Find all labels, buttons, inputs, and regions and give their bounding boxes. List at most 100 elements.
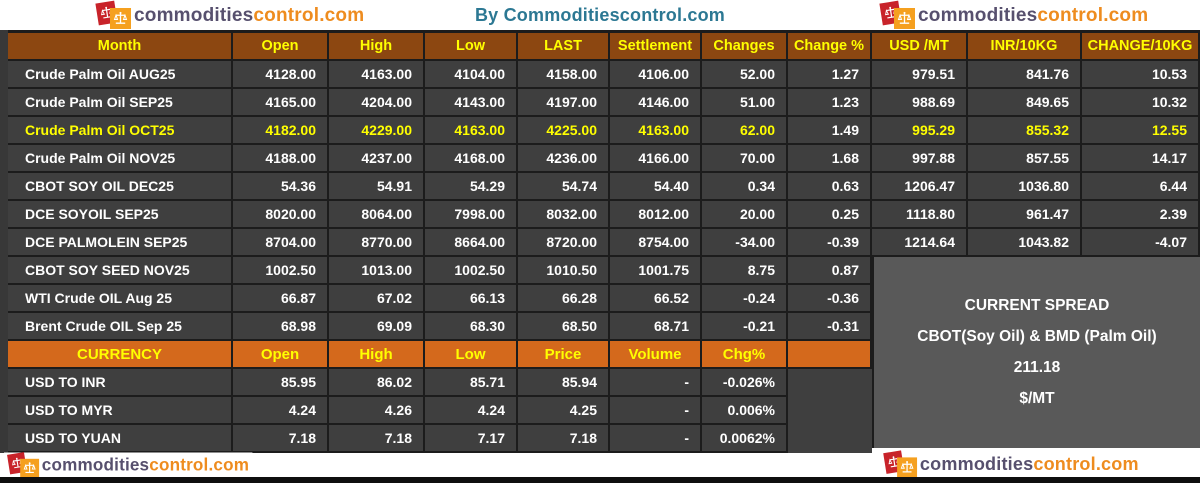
- spread-unit: $/MT: [1019, 390, 1055, 407]
- value-cell: 20.00: [702, 201, 788, 229]
- currency-pair-cell: USD TO YUAN: [8, 425, 233, 453]
- commoditiescontrol-logo-bottom-left[interactable]: commoditiescontrol.com: [4, 452, 253, 480]
- value-cell: 51.00: [702, 89, 788, 117]
- value-cell: 4163.00: [425, 117, 518, 145]
- table-row: DCE SOYOIL SEP25 8020.00 8064.00 7998.00 803…: [8, 201, 1200, 229]
- value-cell: 10.53: [1082, 61, 1200, 89]
- value-cell: 4146.00: [610, 89, 702, 117]
- value-cell: 8064.00: [329, 201, 425, 229]
- month-cell: CBOT SOY SEED NOV25: [8, 257, 233, 285]
- value-cell: 54.29: [425, 173, 518, 201]
- value-cell: 1002.50: [233, 257, 329, 285]
- value-cell: 52.00: [702, 61, 788, 89]
- table-row: Crude Palm Oil OCT25 4182.00 4229.00 4163.0…: [8, 117, 1200, 145]
- value-cell: 8012.00: [610, 201, 702, 229]
- currency-value-cell: 7.18: [233, 425, 329, 453]
- value-cell: 4166.00: [610, 145, 702, 173]
- value-cell: 4128.00: [233, 61, 329, 89]
- futures-header-row: Month Open High Low LAST Settlement Changes Cha…: [8, 33, 1200, 61]
- currency-value-cell: 0.0062%: [702, 425, 788, 453]
- currency-value-cell: 4.24: [233, 397, 329, 425]
- header-cell: CHANGE/10KG: [1082, 33, 1200, 61]
- commoditiescontrol-logo-top-right[interactable]: commoditiescontrol.com: [876, 0, 1153, 31]
- logo-text: commoditiescontrol.com: [919, 454, 1139, 475]
- value-cell: -0.39: [788, 229, 872, 257]
- value-cell: 54.40: [610, 173, 702, 201]
- currency-row: USD TO MYR 4.24 4.26 4.24 4.25-0.006%: [8, 397, 1200, 425]
- value-cell: 995.29: [872, 117, 968, 145]
- value-cell: 0.25: [788, 201, 872, 229]
- value-cell: 8032.00: [518, 201, 610, 229]
- value-cell: 4168.00: [425, 145, 518, 173]
- value-cell: -0.24: [702, 285, 788, 313]
- currency-value-cell: 4.26: [329, 397, 425, 425]
- value-cell: 54.36: [233, 173, 329, 201]
- header-cell: Month: [8, 33, 233, 61]
- value-cell: 4104.00: [425, 61, 518, 89]
- currency-value-cell: -0.026%: [702, 369, 788, 397]
- currency-header-cell: Low: [425, 341, 518, 369]
- value-cell: 961.47: [968, 201, 1082, 229]
- value-cell: 4143.00: [425, 89, 518, 117]
- value-cell: 8.75: [702, 257, 788, 285]
- currency-header-cell: Price: [518, 341, 610, 369]
- table-row: CBOT SOY OIL DEC25 54.36 54.91 54.29 54.74 54…: [8, 173, 1200, 201]
- value-cell: 8770.00: [329, 229, 425, 257]
- value-cell: 14.17: [1082, 145, 1200, 173]
- header-cell: Change %: [788, 33, 872, 61]
- currency-value-cell: 4.25: [518, 397, 610, 425]
- month-cell: WTI Crude OIL Aug 25: [8, 285, 233, 313]
- value-cell: 69.09: [329, 313, 425, 341]
- currency-value-cell: 4.24: [425, 397, 518, 425]
- balance-scale-icon: [879, 0, 917, 30]
- filler-cell: [788, 397, 872, 425]
- commoditiescontrol-logo-bottom-right[interactable]: commoditiescontrol.com: [880, 450, 1143, 480]
- value-cell: 1002.50: [425, 257, 518, 285]
- value-cell: 4197.00: [518, 89, 610, 117]
- currency-value-cell: 7.18: [518, 425, 610, 453]
- value-cell: 1.23: [788, 89, 872, 117]
- spread-subtitle: CBOT(Soy Oil) & BMD (Palm Oil): [917, 328, 1157, 345]
- value-cell: 8664.00: [425, 229, 518, 257]
- value-cell: 1013.00: [329, 257, 425, 285]
- filler-cell: [788, 369, 872, 397]
- header-cell: INR/10KG: [968, 33, 1082, 61]
- value-cell: 1010.50: [518, 257, 610, 285]
- currency-value-cell: 7.17: [425, 425, 518, 453]
- currency-value-cell: -: [610, 369, 702, 397]
- value-cell: 4229.00: [329, 117, 425, 145]
- value-cell: 0.34: [702, 173, 788, 201]
- value-cell: 8754.00: [610, 229, 702, 257]
- value-cell: 1206.47: [872, 173, 968, 201]
- value-cell: 4165.00: [233, 89, 329, 117]
- value-cell: 4163.00: [329, 61, 425, 89]
- month-cell: Crude Palm Oil OCT25: [8, 117, 233, 145]
- value-cell: 66.13: [425, 285, 518, 313]
- logo-text: commoditiescontrol.com: [134, 5, 365, 26]
- logo-text: commoditiescontrol.com: [918, 5, 1149, 26]
- value-cell: 6.44: [1082, 173, 1200, 201]
- header-cell: LAST: [518, 33, 610, 61]
- balance-scale-icon: [883, 450, 919, 479]
- value-cell: 54.91: [329, 173, 425, 201]
- table-top-border: [0, 30, 1200, 33]
- bottom-border: [0, 477, 1200, 483]
- table-row: DCE PALMOLEIN SEP25 8704.00 8770.00 8664.00…: [8, 229, 1200, 257]
- month-cell: CBOT SOY OIL DEC25: [8, 173, 233, 201]
- filler-cell: [788, 425, 872, 453]
- value-cell: 849.65: [968, 89, 1082, 117]
- page-title: By Commoditiescontrol.com: [474, 5, 726, 25]
- value-cell: 66.87: [233, 285, 329, 313]
- value-cell: 70.00: [702, 145, 788, 173]
- value-cell: 4188.00: [233, 145, 329, 173]
- value-cell: 4237.00: [329, 145, 425, 173]
- value-cell: -0.21: [702, 313, 788, 341]
- value-cell: 0.63: [788, 173, 872, 201]
- commoditiescontrol-logo-top-left[interactable]: commoditiescontrol.com: [92, 0, 369, 31]
- value-cell: 1.68: [788, 145, 872, 173]
- value-cell: 1043.82: [968, 229, 1082, 257]
- spread-value: 211.18: [1013, 359, 1061, 376]
- currency-value-cell: 0.006%: [702, 397, 788, 425]
- logo-text: commoditiescontrol.com: [41, 456, 250, 475]
- value-cell: 857.55: [968, 145, 1082, 173]
